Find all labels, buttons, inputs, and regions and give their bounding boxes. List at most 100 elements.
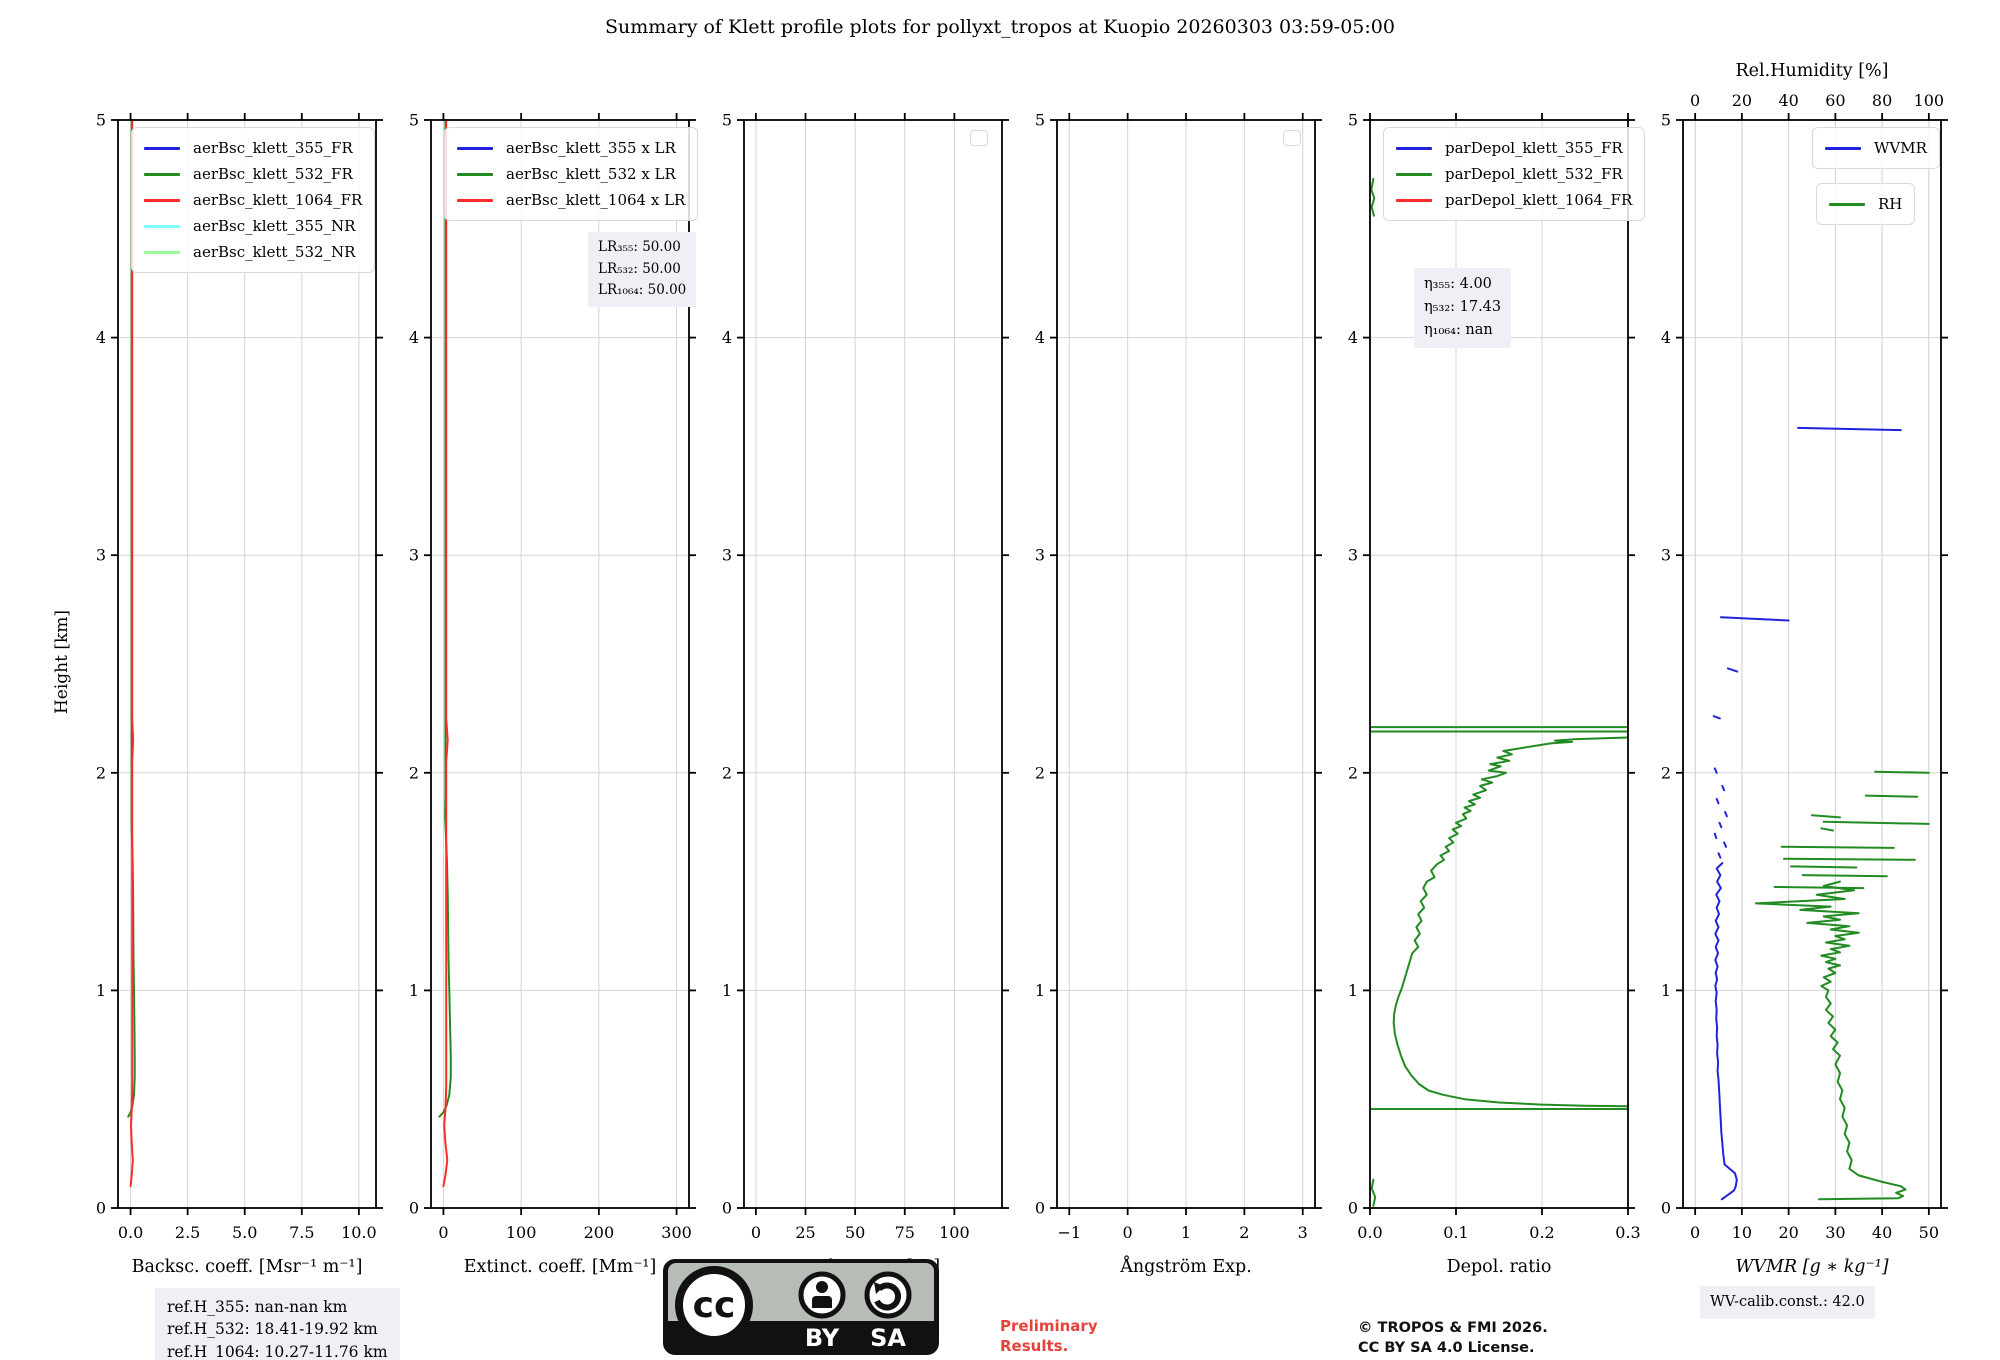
y-tick-label: 0 (409, 1199, 419, 1218)
y-tick-label: 2 (1035, 763, 1045, 782)
series-RH (1754, 880, 1907, 1201)
series-WVMR (1724, 811, 1728, 818)
wv-calib-value: WV-calib.const.: 42.0 (1710, 1294, 1865, 1310)
series-WVMR (1718, 821, 1723, 829)
series-group (438, 120, 452, 1188)
x-axis-label-angstrom: Ångström Exp. (1119, 1256, 1252, 1277)
y-tick-label: 2 (1661, 763, 1671, 782)
y-tick-label: 0 (722, 1199, 732, 1218)
panel-depol-ratio: 0.0 0.1 0.2 0.3 0 1 2 3 4 5 Depol. ratio (1348, 111, 1641, 1278)
legend-line-swatch (144, 172, 180, 176)
y-tick-label: 1 (1035, 981, 1045, 1000)
x-tick-label: 0.1 (1443, 1223, 1468, 1242)
series-aerBsc_klett_532_x_LR (438, 120, 452, 1118)
top-axis-tick-label: 60 (1825, 91, 1845, 110)
legend-line-swatch (144, 250, 180, 254)
x-tick-label: 40 (1872, 1223, 1892, 1242)
axes-spines (1369, 119, 1629, 1209)
y-tick-label: 1 (1661, 981, 1671, 1000)
y-tick-label: 5 (96, 111, 106, 130)
series-RH (1801, 874, 1888, 878)
empty-legend-box (970, 130, 988, 146)
legend-label: aerBsc_klett_355 x LR (506, 139, 676, 157)
x-tick-label: 0 (438, 1223, 448, 1242)
legend-item: aerBsc_klett_355_NR (144, 213, 362, 239)
legend-item: WVMR (1825, 135, 1927, 161)
y-tick-label: 2 (409, 763, 419, 782)
by-person-icon (798, 1271, 846, 1319)
preliminary-results-note: Preliminary Results. (1000, 1316, 1098, 1357)
legend-item: aerBsc_klett_1064 x LR (457, 187, 685, 213)
y-tick-label: 4 (1035, 328, 1045, 347)
series-WVMR (1714, 862, 1738, 1201)
legend-line-swatch (1396, 198, 1432, 202)
legend-backscatter: aerBsc_klett_355_FR aerBsc_klett_532_FR … (131, 127, 376, 273)
series-WVMR (1712, 715, 1721, 720)
lr-value: LR₁₀₆₄: 50.00 (598, 282, 687, 299)
x-tick-label: 200 (584, 1223, 615, 1242)
top-axis-tick-label: 0 (1690, 91, 1700, 110)
legend-line-swatch (457, 172, 493, 176)
series-parDepol_klett_532_FR (1392, 736, 1628, 1108)
x-axis-label-backscatter: Backsc. coeff. [Msr⁻¹ m⁻¹] (132, 1257, 363, 1277)
legend-label: WVMR (1874, 139, 1927, 157)
legend-label: aerBsc_klett_532_NR (193, 243, 356, 261)
lr-value: LR₅₃₂: 50.00 (598, 260, 681, 277)
copyright-line: CC BY SA 4.0 License. (1358, 1340, 1535, 1357)
y-tick-label: 1 (1348, 981, 1358, 1000)
y-tick-label: 1 (409, 981, 419, 1000)
y-tick-label: 0 (1035, 1199, 1045, 1218)
legend-line-swatch (144, 146, 180, 150)
legend-label: aerBsc_klett_1064_FR (193, 191, 363, 209)
empty-legend-box (1283, 130, 1301, 146)
x-tick-label: 0 (1690, 1223, 1700, 1242)
cc-by-sa-badge-svg: cc BY SA (663, 1259, 939, 1355)
axes-spines (430, 119, 690, 1209)
by-person-head (816, 1281, 828, 1293)
top-axis-tick-label: 80 (1872, 91, 1892, 110)
legend-item: aerBsc_klett_355_FR (144, 135, 362, 161)
series-WVMR (1713, 767, 1718, 774)
x-tick-label: 1 (1181, 1223, 1191, 1242)
sa-label: SA (870, 1324, 906, 1352)
y-tick-label: 3 (1661, 546, 1671, 565)
y-tick-label: 3 (1348, 546, 1358, 565)
y-tick-label: 3 (96, 546, 106, 565)
panel-backscatter: 0.0 2.5 5.0 7.5 10.0 0 1 2 3 4 5 Backsc. coeff. [Ms… (96, 111, 383, 1277)
y-tick-label: 0 (96, 1199, 106, 1218)
legend-label: parDepol_klett_1064_FR (1445, 191, 1633, 209)
series-parDepol_klett_532_FR (1370, 1178, 1377, 1207)
copyright-line: © TROPOS & FMI 2026. (1358, 1320, 1548, 1336)
legend-label: parDepol_klett_532_FR (1445, 165, 1623, 183)
top-axis-tick-label: 100 (1914, 91, 1945, 110)
legend-label: aerBsc_klett_1064 x LR (506, 191, 686, 209)
legend-label: parDepol_klett_355_FR (1445, 139, 1623, 157)
axes-spines (1682, 119, 1942, 1209)
y-tick-label: 3 (1035, 546, 1045, 565)
legend-depol: parDepol_klett_355_FR parDepol_klett_532… (1383, 127, 1646, 221)
legend-item: parDepol_klett_355_FR (1396, 135, 1632, 161)
x-tick-label: 0 (751, 1223, 761, 1242)
legend-wvmr: WVMR (1812, 127, 1940, 169)
x-tick-label: 300 (661, 1223, 692, 1242)
legend-label: RH (1878, 195, 1903, 213)
series-group (1370, 177, 1628, 1207)
panel-extinction: 0 100 200 300 0 1 2 3 4 5 Extinct. coeff. [Mm⁻¹] (409, 111, 696, 1277)
legend-label: aerBsc_klett_355_FR (193, 139, 353, 157)
x-tick-label: 10 (1732, 1223, 1752, 1242)
x-tick-label: 0.3 (1615, 1223, 1640, 1242)
series-parDepol_klett_532_FR (1370, 177, 1376, 217)
legend-item: aerBsc_klett_532 x LR (457, 161, 685, 187)
legend-line-swatch (1825, 146, 1861, 150)
y-tick-label: 4 (722, 328, 732, 347)
series-RH (1773, 886, 1865, 890)
cc-by-sa-badge: cc BY SA (662, 1258, 940, 1360)
x-tick-label: 25 (795, 1223, 815, 1242)
panel-lidar-ratio: 0255075100012345Lidar ratio [Sr] (722, 111, 1009, 1277)
x-tick-label: 50 (1919, 1223, 1939, 1242)
legend-item: aerBsc_klett_532_NR (144, 239, 362, 265)
legend-item: aerBsc_klett_532_FR (144, 161, 362, 187)
legend-item: aerBsc_klett_1064_FR (144, 187, 362, 213)
y-tick-label: 4 (1348, 328, 1358, 347)
